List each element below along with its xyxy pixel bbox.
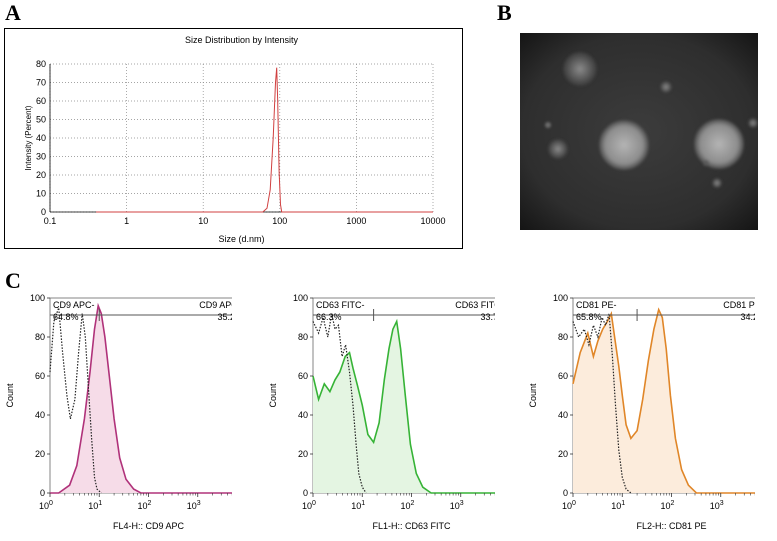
tem-micrograph-svg (520, 33, 758, 230)
size-distribution-chart: Size Distribution by Intensity 0.1 1 10 100 1… (4, 28, 463, 249)
facs3-y-tick-label-3: 60 (558, 371, 568, 381)
x-axis-label: Size (d.nm) (218, 234, 264, 244)
facs1-gate-pos-label: CD9 APC+ (199, 300, 232, 310)
facs3-x-tick-label-3: 103 (710, 500, 724, 511)
y-tick-label-2: 20 (36, 170, 46, 180)
size-distribution-line-0 (96, 67, 433, 213)
facs3-histogram-line (572, 307, 755, 494)
y-tick-label-0: 0 (41, 207, 46, 217)
facs3-x-tick-label-0: 100 (562, 500, 576, 511)
facs3-y-tick-label-4: 80 (558, 332, 568, 342)
panel-label-c: C (5, 268, 21, 293)
facs2-gate-pos-percent: 33.7% (480, 312, 495, 322)
facs1-gate-pos-percent: 35.2% (217, 312, 232, 322)
facs3-gate-pos-percent: 34.2% (740, 312, 755, 322)
facs1-histogram-line (50, 302, 232, 494)
facs1-y-tick-label-3: 60 (35, 371, 45, 381)
facs3-y-tick-label-2: 40 (558, 410, 568, 420)
x-tick-label-3: 100 (272, 216, 287, 226)
facs3-y-tick-label-1: 20 (558, 449, 568, 459)
y-axis-label: Intensity (Percent) (24, 105, 33, 170)
vesicle-large-2 (694, 119, 744, 169)
facs3-y-tick-label-0: 0 (563, 488, 568, 498)
facs2-gate-neg-label: CD63 FITC- (316, 300, 365, 310)
facs2-y-tick-label-1: 20 (298, 449, 308, 459)
facs2-y-axis-label: Count (268, 383, 278, 408)
x-tick-label-4: 1000 (346, 216, 366, 226)
facs1-y-tick-label-4: 80 (35, 332, 45, 342)
y-tick-label-1: 10 (36, 189, 46, 199)
facs2-histogram-fill (313, 321, 495, 493)
facs2-gate-pos-label: CD63 FITC+ (455, 300, 495, 310)
facs3-x-tick-label-1: 101 (611, 500, 625, 511)
y-tick-label-4: 40 (36, 133, 46, 143)
facs1-y-tick-label-5: 100 (30, 293, 45, 303)
y-tick-label-8: 80 (36, 59, 46, 69)
y-tick-label-3: 30 (36, 152, 46, 162)
facs1-x-tick-label-1: 101 (88, 500, 102, 511)
facs1-isotype-line (49, 307, 102, 494)
x-tick-label-1: 1 (124, 216, 129, 226)
facs3-gate-neg-percent: 65.8% (576, 312, 602, 322)
facs3-isotype-line (572, 313, 632, 494)
facs2-y-tick-label-4: 80 (298, 332, 308, 342)
facs3-y-tick-label-5: 100 (553, 293, 568, 303)
facs2-y-tick-label-2: 40 (298, 410, 308, 420)
facs2-y-tick-label-5: 100 (293, 293, 308, 303)
facs1-x-tick-label-0: 100 (39, 500, 53, 511)
facs2-x-tick-label-1: 101 (351, 500, 365, 511)
facs1-y-tick-label-1: 20 (35, 449, 45, 459)
tem-micrograph (520, 33, 758, 230)
chart-a-title: Size Distribution by Intensity (185, 35, 299, 45)
panel-label-a: A (5, 0, 21, 25)
vesicle-small-bottom (712, 178, 722, 188)
facs1-x-tick-label-3: 103 (187, 500, 201, 511)
y-tick-label-7: 70 (36, 78, 46, 88)
vesicle-tiny-left (545, 122, 551, 128)
vesicle-small-center (660, 81, 672, 93)
facs1-x-axis-label: FL4-H:: CD9 APC (113, 521, 185, 531)
facs1-x-tick-label-2: 102 (138, 500, 152, 511)
vesicle-small-left (548, 139, 568, 159)
facs2-y-tick-label-0: 0 (303, 488, 308, 498)
facs3-y-axis-label: Count (528, 383, 538, 408)
facs1-y-tick-label-0: 0 (40, 488, 45, 498)
facs1-y-tick-label-2: 40 (35, 410, 45, 420)
vesicle-edge-right (748, 118, 758, 128)
x-tick-label-5: 10000 (420, 216, 445, 226)
facs1-gate-neg-percent: 64.8% (53, 312, 79, 322)
facs3-x-axis-label: FL2-H:: CD81 PE (636, 521, 706, 531)
y-tick-label-5: 50 (36, 115, 46, 125)
facs1-gate-neg-label: CD9 APC- (53, 300, 95, 310)
y-tick-label-6: 60 (36, 96, 46, 106)
facs-histogram-cd63: CD63 FITC- 66.3% CD63 FITC+ 33.7% 0 20 40 60 80 1… (268, 293, 495, 531)
facs2-gate-neg-percent: 66.3% (316, 312, 342, 322)
facs3-gate-neg-label: CD81 PE- (576, 300, 617, 310)
facs2-x-axis-label: FL1-H:: CD63 FITC (372, 521, 451, 531)
facs3-x-tick-label-2: 102 (661, 500, 675, 511)
x-tick-label-0: 0.1 (44, 216, 57, 226)
vesicle-top-left (563, 52, 597, 86)
facs2-x-tick-label-3: 103 (450, 500, 464, 511)
facs2-histogram-line (312, 318, 495, 494)
facs2-x-tick-label-0: 100 (302, 500, 316, 511)
facs1-histogram-fill (50, 305, 232, 493)
facs2-y-tick-label-3: 60 (298, 371, 308, 381)
facs3-gate-pos-label: CD81 PE+ (723, 300, 755, 310)
facs1-y-axis-label: Count (5, 383, 15, 408)
facs-histogram-cd81: CD81 PE- 65.8% CD81 PE+ 34.2% 0 20 40 60 80 100 10… (528, 293, 755, 531)
panel-label-b: B (497, 0, 512, 25)
vesicle-large-1 (599, 120, 649, 170)
facs-histogram-cd9: CD9 APC- 64.8% CD9 APC+ 35.2% 0 20 40 60 80 100 10… (5, 293, 232, 531)
facs2-x-tick-label-2: 102 (401, 500, 415, 511)
x-tick-label-2: 10 (198, 216, 208, 226)
vesicle-tiny-right (703, 160, 709, 166)
